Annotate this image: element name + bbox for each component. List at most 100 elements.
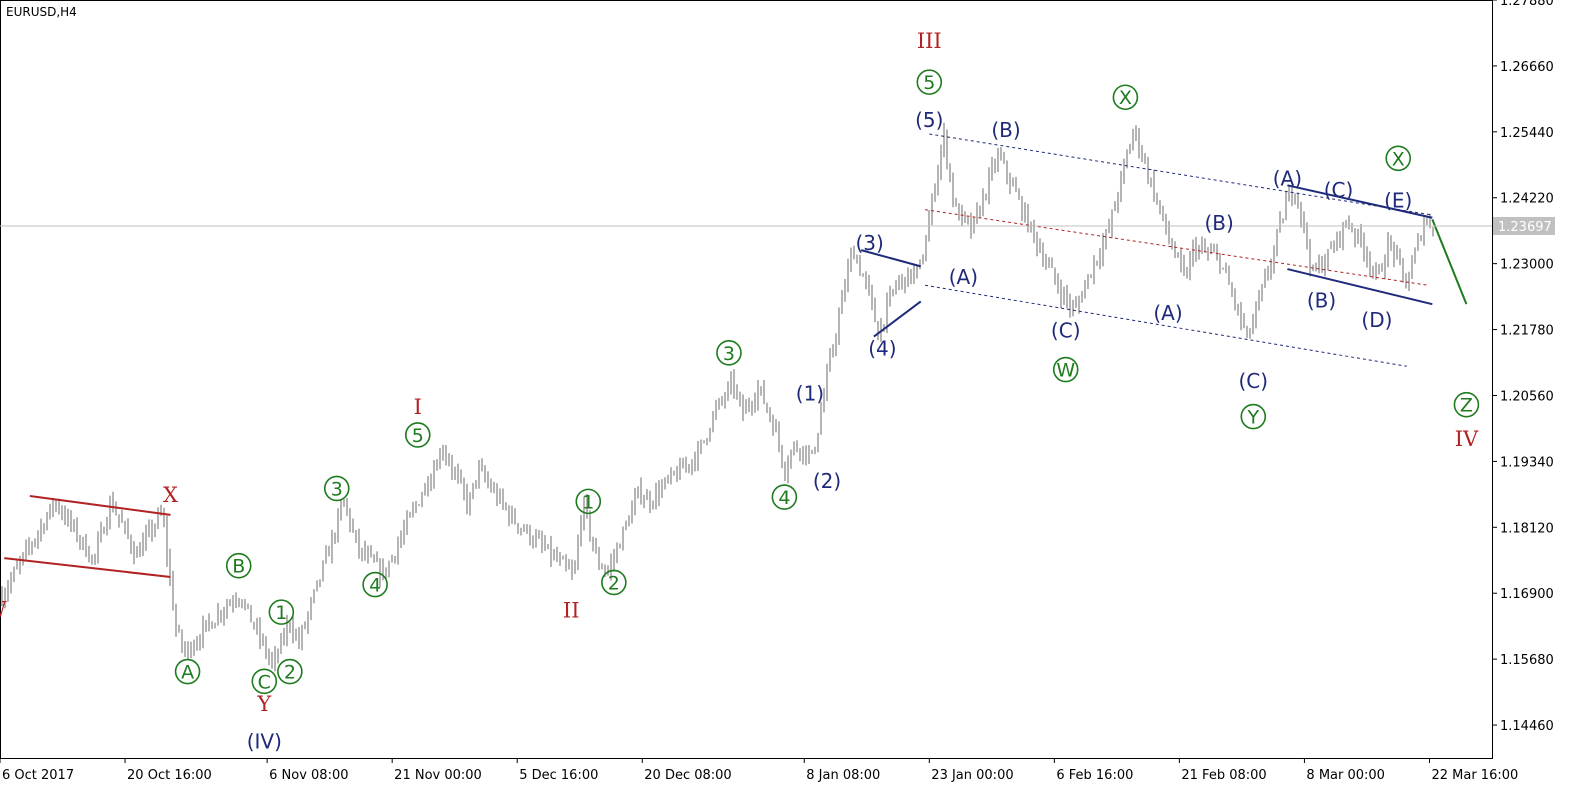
wave-label-text: Y	[1246, 407, 1259, 429]
y-tick-label: 1.25440	[1500, 126, 1554, 141]
wave-circle	[1385, 145, 1412, 172]
wave-label-text: 1	[275, 602, 287, 624]
wave-circle	[174, 658, 201, 685]
trend-line	[1431, 218, 1468, 305]
trend-line	[1287, 268, 1433, 306]
wave-circle	[771, 484, 798, 510]
wave-label: III	[917, 29, 942, 53]
wave-label: W	[0, 597, 7, 621]
trend-line	[860, 249, 922, 268]
wave-label: (A)	[1273, 166, 1302, 190]
wave-label: (C)	[1051, 319, 1081, 343]
wave-label-text: (A)	[949, 265, 978, 289]
wave-label-text: (1)	[796, 381, 824, 405]
y-tick-label: 1.23000	[1500, 258, 1554, 273]
trend-line	[29, 494, 171, 516]
wave-label-text: III	[917, 29, 942, 53]
y-tick-label: 1.21780	[1500, 324, 1554, 339]
wave-label: 2	[277, 658, 303, 685]
wave-label: (1)	[796, 381, 824, 405]
wave-label-text: 4	[369, 575, 381, 597]
x-tick-label: 20 Dec 08:00	[644, 768, 731, 783]
y-tick-label: 1.20560	[1500, 389, 1554, 404]
time-axis[interactable]: 6 Oct 2017 20 Oct 16:00 6 Nov 08:00 21 Nov …	[0, 758, 1518, 783]
wave-label: X	[1112, 84, 1139, 111]
wave-label-text: Y	[256, 692, 272, 716]
wave-circle	[716, 339, 742, 366]
wave-label: X	[163, 483, 178, 507]
y-tick-label: 1.16900	[1500, 587, 1554, 602]
wave-label-text: II	[563, 599, 580, 623]
trend-line	[924, 209, 1429, 286]
price-axis[interactable]: 1.27880 1.26660 1.25440 1.24220 1.23000 1.217…	[1492, 0, 1554, 734]
wave-circle	[362, 571, 388, 598]
wave-circle	[1112, 84, 1139, 111]
trend-line	[929, 133, 1433, 216]
wave-label-text: (C)	[1238, 369, 1268, 393]
wave-label-text: Z	[1460, 395, 1473, 417]
wave-label: W	[1052, 356, 1079, 383]
wave-label-text: (IV)	[247, 729, 282, 753]
wave-label: (B)	[991, 118, 1020, 142]
x-tick-label: 23 Jan 00:00	[931, 768, 1013, 783]
x-tick-label: 21 Feb 08:00	[1181, 768, 1266, 783]
wave-label-text: 4	[778, 487, 790, 509]
wave-circle	[277, 658, 303, 685]
wave-label: (2)	[813, 469, 841, 493]
wave-label: 5	[404, 422, 431, 448]
wave-label-text: (A)	[1153, 301, 1182, 325]
price-bars	[1, 122, 1434, 672]
wave-label: (5)	[915, 108, 943, 132]
y-tick-label: 1.19340	[1500, 455, 1554, 470]
wave-label: (D)	[1361, 308, 1392, 332]
wave-label: (A)	[949, 265, 978, 289]
wave-label: (B)	[1307, 288, 1336, 312]
wave-label: (3)	[855, 231, 883, 255]
wave-label-text: X	[1119, 87, 1132, 109]
wave-label-text: (E)	[1384, 188, 1412, 212]
wave-label-text: (C)	[1051, 319, 1081, 343]
wave-label-text: X	[163, 483, 178, 507]
chart-frame	[0, 0, 1493, 759]
trend-line	[4, 557, 171, 579]
wave-label: II	[563, 599, 580, 623]
wave-circle	[1453, 391, 1480, 418]
wave-circle	[1052, 356, 1079, 383]
wave-label-text: (5)	[915, 108, 943, 132]
wave-label: Y	[1240, 403, 1267, 430]
wave-label-text: (D)	[1361, 308, 1392, 332]
x-tick-label: 5 Dec 16:00	[519, 768, 598, 783]
wave-label-text: (A)	[1273, 166, 1302, 190]
wave-label-text: C	[258, 671, 271, 693]
wave-label: (A)	[1153, 301, 1182, 325]
wave-label-text: 2	[608, 572, 620, 594]
wave-label: (E)	[1384, 188, 1412, 212]
wave-label: X	[1385, 145, 1412, 172]
wave-label: A	[174, 658, 201, 685]
wave-label: 1	[575, 488, 602, 515]
x-tick-label: 6 Oct 2017	[2, 768, 74, 783]
wave-label-text: W	[0, 597, 7, 621]
wave-label: (B)	[1205, 211, 1234, 235]
wave-label-text: A	[181, 662, 194, 684]
wave-circle	[404, 422, 431, 448]
wave-label: 3	[716, 339, 742, 366]
x-tick-label: 8 Mar 00:00	[1306, 768, 1385, 783]
wave-label: 3	[323, 475, 350, 502]
wave-label-text: (B)	[991, 118, 1020, 142]
wave-label: 4	[362, 571, 388, 598]
wave-circle	[251, 668, 278, 695]
wave-label: (4)	[868, 336, 896, 360]
wave-label: Z	[1453, 391, 1480, 418]
wave-label-text: 3	[331, 478, 343, 500]
wave-label-text: X	[1392, 148, 1405, 170]
wave-label: I	[414, 395, 422, 419]
wave-label-text: IV	[1455, 427, 1479, 451]
wave-label-text: (B)	[1307, 288, 1336, 312]
wave-circle	[268, 599, 295, 625]
trend-line	[873, 300, 922, 338]
x-tick-label: 8 Jan 08:00	[806, 768, 880, 783]
wave-label-text: (2)	[813, 469, 841, 493]
